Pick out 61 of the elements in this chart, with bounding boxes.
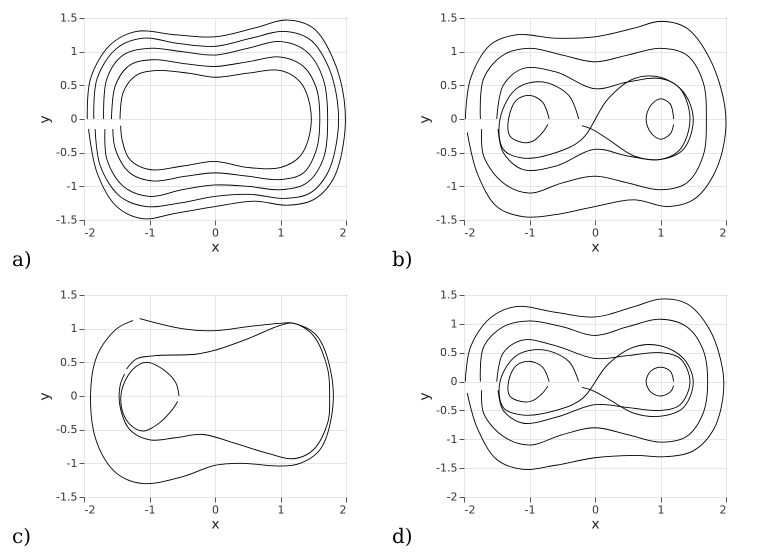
- x-tick-label: 1: [278, 226, 284, 240]
- x-tick-label: 1: [278, 504, 284, 516]
- x-tick-label: -2: [464, 504, 476, 516]
- y-tick-label: 0.5: [440, 78, 458, 92]
- y-tick-label: -0.5: [436, 146, 458, 160]
- text: a): [12, 247, 32, 271]
- x-axis-title: x: [211, 516, 220, 532]
- x-axis-title: x: [211, 240, 220, 256]
- y-tick-label: 1: [70, 45, 78, 58]
- x-tick-label: 2: [340, 504, 346, 516]
- y-axis-title: y: [37, 392, 54, 401]
- y-tick-label: -0.5: [436, 404, 458, 417]
- y-tick-label: 1: [70, 322, 78, 336]
- y-tick-label: 0.5: [440, 346, 458, 360]
- y-tick-label: 1: [450, 317, 458, 330]
- x-tick-label: 1: [658, 504, 664, 516]
- x-tick-label: -2: [84, 504, 96, 516]
- y-tick-label: 1.5: [440, 288, 458, 302]
- x-tick-label: -2: [464, 226, 476, 240]
- x-tick-label: 0: [592, 504, 599, 516]
- x-tick-label: 0: [212, 226, 219, 240]
- y-tick-label: 1.5: [440, 12, 458, 24]
- x-tick-label: 1: [658, 226, 664, 240]
- x-tick-label: 0: [212, 504, 219, 516]
- y-tick-label: -1: [446, 180, 458, 193]
- x-tick-label: -2: [84, 226, 96, 240]
- y-axis-title: y: [37, 115, 54, 124]
- y-tick-label: -0.5: [56, 146, 78, 160]
- x-tick-label: 2: [720, 504, 726, 516]
- y-tick-label: -1.5: [56, 214, 78, 226]
- y-tick-label: 1.5: [60, 288, 78, 302]
- x-tick-label: -1: [144, 226, 156, 240]
- x-tick-label: 2: [720, 226, 726, 240]
- y-tick-label: 0: [450, 375, 458, 388]
- text: c): [12, 524, 32, 548]
- y-tick-label: 0: [450, 112, 458, 126]
- text: d): [392, 524, 413, 548]
- y-tick-label: 0.5: [60, 356, 78, 369]
- y-tick-label: -1: [66, 456, 78, 470]
- x-tick-label: -1: [524, 226, 536, 240]
- y-tick-label: -1.5: [56, 490, 78, 504]
- y-tick-label: 1: [450, 45, 458, 58]
- y-tick-label: -2: [446, 490, 458, 504]
- y-tick-label: -1.5: [436, 214, 458, 226]
- x-tick-label: -1: [524, 504, 536, 516]
- x-tick-label: 2: [340, 226, 346, 240]
- y-tick-label: -0.5: [56, 423, 78, 436]
- y-tick-label: -1: [446, 432, 458, 446]
- y-axis-title: y: [417, 392, 434, 401]
- x-tick-label: -1: [144, 504, 156, 516]
- y-tick-label: 0: [70, 112, 78, 126]
- y-tick-label: 0: [70, 390, 78, 402]
- x-axis-title: x: [591, 240, 600, 256]
- y-axis-title: y: [417, 115, 434, 124]
- text: b): [392, 247, 413, 271]
- y-tick-label: -1.5: [436, 462, 458, 475]
- y-tick-label: 0.5: [60, 78, 78, 92]
- y-tick-label: -1: [66, 180, 78, 193]
- x-tick-label: 0: [592, 226, 599, 240]
- y-tick-label: 1.5: [60, 12, 78, 24]
- x-axis-title: x: [591, 516, 600, 532]
